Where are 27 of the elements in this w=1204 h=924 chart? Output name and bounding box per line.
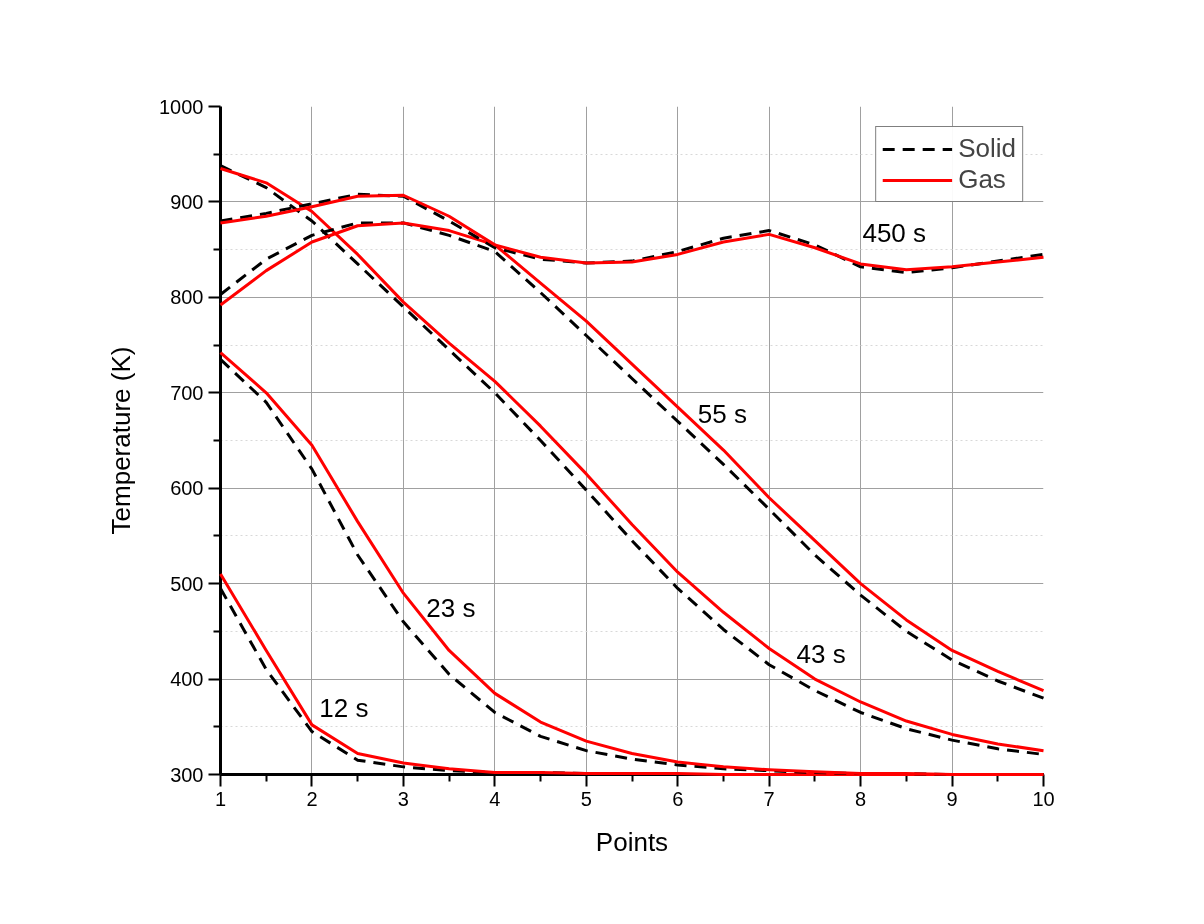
annotation: 23 s bbox=[426, 592, 476, 623]
x-tick-label: 7 bbox=[763, 787, 775, 810]
x-tick-label: 2 bbox=[306, 787, 318, 810]
x-tick-label: 3 bbox=[397, 787, 409, 810]
x-tick-label: 9 bbox=[946, 787, 958, 810]
legend-label: Gas bbox=[958, 164, 1006, 195]
legend-label: Solid bbox=[958, 133, 1016, 164]
x-tick-label: 5 bbox=[580, 787, 592, 810]
x-tick-label: 1 bbox=[214, 787, 227, 810]
annotation: 12 s bbox=[319, 692, 369, 723]
y-tick-label: 800 bbox=[170, 286, 204, 309]
x-tick-label: 6 bbox=[672, 787, 684, 810]
x-tick-label: 4 bbox=[489, 787, 501, 810]
y-tick-label: 600 bbox=[170, 477, 204, 500]
y-tick-label: 900 bbox=[170, 190, 204, 213]
x-tick-label: 8 bbox=[855, 787, 867, 810]
x-axis-title: Points bbox=[595, 826, 669, 857]
y-tick-label: 1000 bbox=[159, 95, 204, 118]
annotation: 450 s bbox=[862, 218, 927, 249]
y-tick-label: 400 bbox=[170, 668, 204, 691]
y-tick-label: 500 bbox=[170, 572, 204, 595]
annotation: 43 s bbox=[796, 639, 846, 670]
annotation: 55 s bbox=[697, 398, 747, 429]
y-tick-label: 700 bbox=[170, 381, 204, 404]
y-tick-label: 300 bbox=[170, 763, 204, 786]
x-tick-label: 10 bbox=[1032, 787, 1055, 810]
y-axis-title: Temperature (K) bbox=[106, 346, 137, 535]
